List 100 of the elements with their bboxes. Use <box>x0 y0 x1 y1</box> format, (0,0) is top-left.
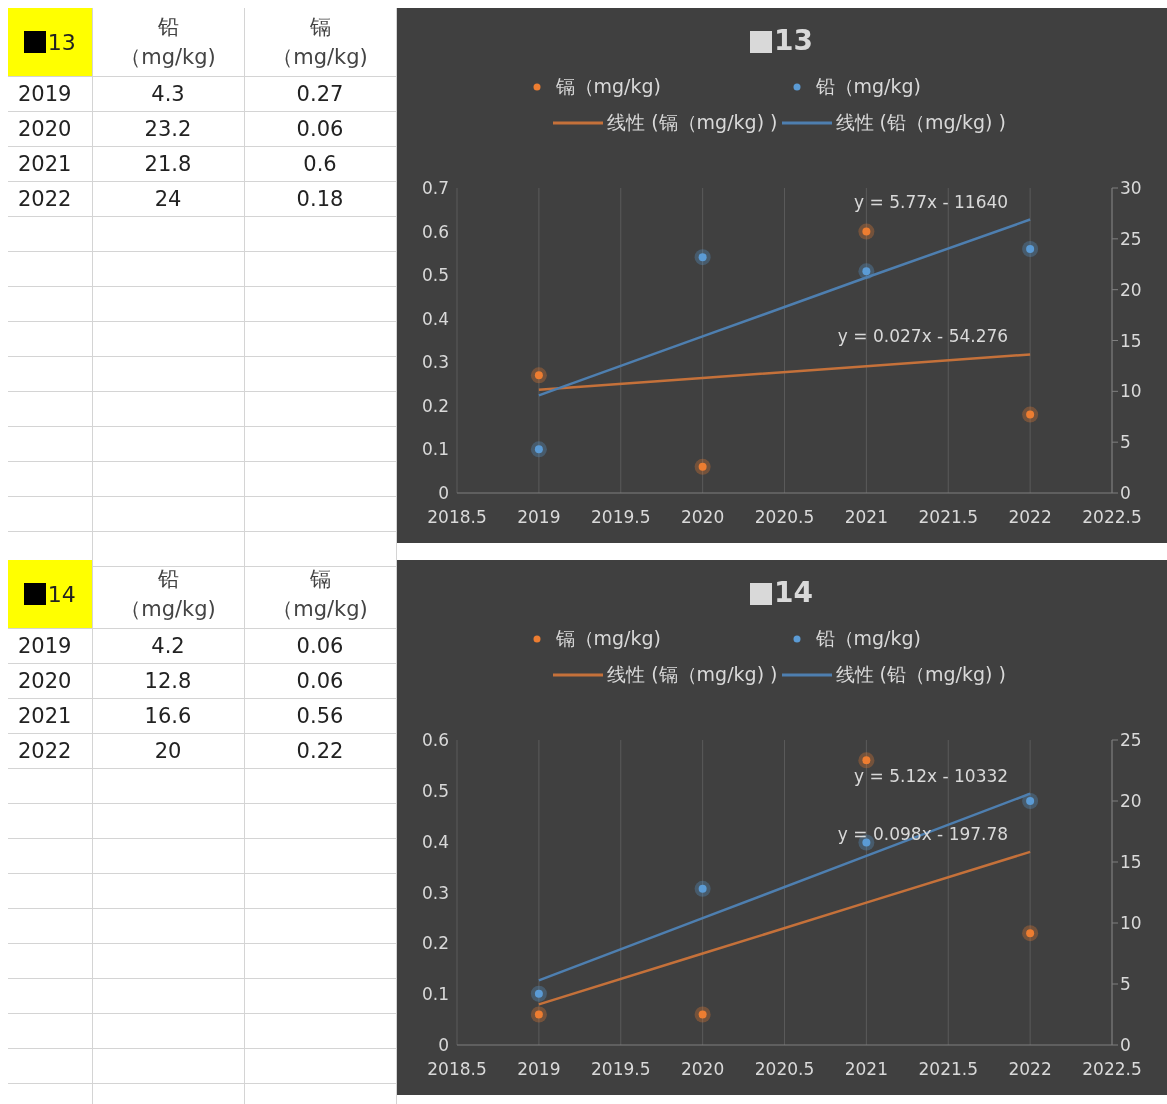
x-tick-label: 2020 <box>680 507 724 528</box>
x-tick-label: 2020.5 <box>754 507 814 528</box>
legend-label: 镉（mg/kg) <box>555 626 661 651</box>
legend-label: 线性 (铅（mg/kg) ) <box>835 110 1006 135</box>
line-series <box>537 218 1031 397</box>
chart-title: 14 <box>8 560 92 629</box>
y-tick-label: 2021 <box>8 146 92 182</box>
x-tick-label: 2022 <box>1007 1059 1052 1080</box>
x-tick-label: 2021 <box>844 1059 888 1080</box>
y2-tick-label: 15 <box>1119 330 1142 351</box>
data-label: 20 <box>92 733 244 769</box>
point <box>530 985 547 1002</box>
y-tick-label: 0.2 <box>421 395 449 416</box>
x-tick-label: 2020.5 <box>754 1059 814 1080</box>
point <box>1021 925 1038 942</box>
point <box>694 880 711 897</box>
x-tick-label: 2022.5 <box>1081 507 1142 528</box>
point <box>530 441 547 458</box>
point <box>1021 241 1038 257</box>
y2-tick-label: 30 <box>1119 178 1142 199</box>
y2-tick-label: 10 <box>1119 381 1142 402</box>
data-label: 21.8 <box>92 146 244 182</box>
point <box>694 249 711 266</box>
legend-label: 镉（mg/kg) <box>555 74 661 99</box>
y-tick-label: 2022 <box>8 733 92 769</box>
y2-tick-label: 20 <box>1119 279 1142 300</box>
y-tick-label: 0.6 <box>421 730 449 751</box>
chart-title: 13 <box>773 23 814 59</box>
data-label: 0.6 <box>244 146 396 182</box>
x-tick-label: 2018.5 <box>426 507 487 528</box>
legend-label: 线性 (镉（mg/kg) ) <box>607 110 778 135</box>
annotation: y = 5.77x - 11640 <box>853 191 1008 212</box>
y2-tick-label: 0 <box>1119 483 1131 504</box>
data-label: 0.27 <box>244 76 396 112</box>
y-tick-label: 0 <box>437 1035 449 1056</box>
data-label: 0.56 <box>244 698 396 734</box>
data-label: 0.18 <box>244 181 396 217</box>
point <box>530 367 547 384</box>
point <box>1021 406 1038 423</box>
annotation: y = 5.12x - 10332 <box>853 765 1008 786</box>
y-tick-label: 0.1 <box>421 984 449 1005</box>
x-tick-label: 2019 <box>516 507 561 528</box>
point <box>857 752 874 769</box>
y-tick-label: 0.4 <box>421 831 449 852</box>
x-tick-label: 2019 <box>516 1059 561 1080</box>
x-tick-label: 2020 <box>680 1059 724 1080</box>
y2-tick-label: 25 <box>1119 228 1142 249</box>
y2-tick-label: 5 <box>1119 974 1131 995</box>
y-tick-label: 2020 <box>8 111 92 147</box>
chart-title: 13 <box>8 8 92 77</box>
x-tick-label: 2022.5 <box>1081 1059 1142 1080</box>
y-tick-label: 2021 <box>8 698 92 734</box>
x-tick-label: 2021.5 <box>918 1059 978 1080</box>
y-tick-label: 0.7 <box>421 178 449 199</box>
y2-tick-label: 10 <box>1119 913 1142 934</box>
x-tick-label: 2018.5 <box>426 1059 487 1080</box>
y2-tick-label: 0 <box>1119 1035 1131 1056</box>
x-tick-label: 2021 <box>844 507 888 528</box>
legend-label: 线性 (镉（mg/kg) ) <box>607 662 778 687</box>
y-tick-label: 0.3 <box>421 882 449 903</box>
legend-label: 铅（mg/kg) <box>815 74 921 99</box>
y-tick-label: 0.5 <box>421 265 449 286</box>
y-tick-label: 0 <box>437 483 449 504</box>
y-tick-label: 0.6 <box>421 221 449 242</box>
data-label: 12.8 <box>92 663 244 699</box>
y-tick-label: 2020 <box>8 663 92 699</box>
data-label: 0.06 <box>244 111 396 147</box>
data-label: 16.6 <box>92 698 244 734</box>
point <box>530 1006 547 1023</box>
point <box>694 458 711 475</box>
y2-tick-label: 25 <box>1119 730 1142 751</box>
legend-label: 线性 (铅（mg/kg) ) <box>835 662 1006 687</box>
data-label: 4.3 <box>92 76 244 112</box>
data-label: 23.2 <box>92 111 244 147</box>
point <box>694 1006 711 1023</box>
data-label: 0.06 <box>244 628 396 664</box>
data-label: 0.06 <box>244 663 396 699</box>
point <box>857 223 874 240</box>
x-tick-label: 2021.5 <box>918 507 978 528</box>
x-tick-label: 2019.5 <box>590 507 650 528</box>
line-series <box>537 353 1031 391</box>
y2-tick-label: 15 <box>1119 852 1142 873</box>
annotation: y = 0.027x - 54.276 <box>837 326 1008 347</box>
y-tick-label: 2019 <box>8 628 92 664</box>
x-tick-label: 2019.5 <box>590 1059 650 1080</box>
y2-tick-label: 20 <box>1119 791 1142 812</box>
y2-tick-label: 5 <box>1119 432 1131 453</box>
data-label: 4.2 <box>92 628 244 664</box>
y-tick-label: 0.5 <box>421 780 449 801</box>
y-tick-label: 0.2 <box>421 933 449 954</box>
y-tick-label: 2022 <box>8 181 92 217</box>
point <box>1021 793 1038 809</box>
data-label: 0.22 <box>244 733 396 769</box>
x-tick-label: 2022 <box>1007 507 1052 528</box>
legend-label: 铅（mg/kg) <box>815 626 921 651</box>
y-tick-label: 0.4 <box>421 308 449 329</box>
y-tick-label: 0.3 <box>421 352 449 373</box>
data-label: 24 <box>92 181 244 217</box>
y-tick-label: 0.1 <box>421 439 449 460</box>
chart-title: 14 <box>773 575 814 611</box>
